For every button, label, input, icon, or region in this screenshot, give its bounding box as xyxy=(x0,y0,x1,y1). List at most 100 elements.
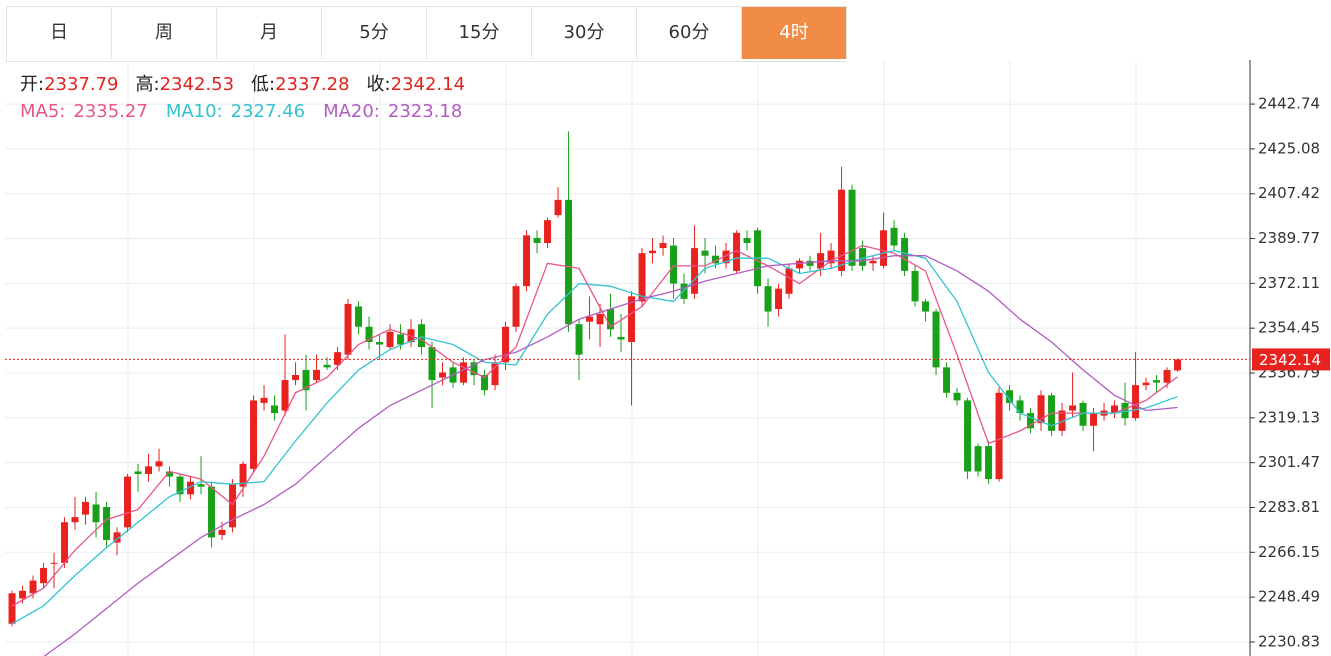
ohlc-row: 开:2337.79 高:2342.53 低:2337.28 收:2342.14 xyxy=(20,71,482,98)
candle-body xyxy=(922,301,930,312)
candle-body xyxy=(575,324,583,355)
candle-body xyxy=(1069,405,1077,411)
candle-body xyxy=(533,237,541,244)
tab[interactable]: 5分 xyxy=(322,7,427,59)
y-tick-label: 2230.83 xyxy=(1258,632,1320,650)
candle-body xyxy=(838,189,846,271)
candle-body xyxy=(397,334,405,345)
ma-value: 2323.18 xyxy=(387,101,463,122)
ma-name: MA20: xyxy=(323,101,380,122)
candle-body xyxy=(712,255,720,264)
candle-body xyxy=(796,260,804,269)
candle-body xyxy=(932,311,940,368)
candle-body xyxy=(743,237,751,244)
y-tick-label: 2372.11 xyxy=(1258,274,1320,292)
ohlc-value: 2337.28 xyxy=(275,74,350,95)
candle-body xyxy=(638,253,646,302)
y-tick-label: 2354.45 xyxy=(1258,319,1320,337)
y-tick-label: 2301.47 xyxy=(1258,453,1320,471)
candle-body xyxy=(313,369,321,381)
candle-body xyxy=(1027,413,1035,429)
candle-body xyxy=(722,250,730,264)
candle-body xyxy=(1163,369,1171,383)
candle-body xyxy=(586,316,594,322)
tab[interactable]: 30分 xyxy=(532,7,637,59)
candle-body xyxy=(323,364,331,368)
candle-body xyxy=(376,342,384,345)
ma-line xyxy=(11,244,1178,607)
candle-body xyxy=(1142,382,1150,386)
candle-body xyxy=(1006,390,1014,403)
candle-body xyxy=(334,352,342,365)
candle-body xyxy=(953,392,961,401)
candle-body xyxy=(197,484,205,487)
candle-body xyxy=(1121,402,1129,419)
tab[interactable]: 月 xyxy=(217,7,322,59)
candle-body xyxy=(302,369,310,391)
candle-body xyxy=(439,372,447,378)
candle-body xyxy=(271,405,279,414)
candle-body xyxy=(880,230,888,266)
candle-body xyxy=(785,268,793,294)
ma-line xyxy=(43,255,1178,656)
candle-body xyxy=(187,481,195,495)
ohlc-value: 2337.79 xyxy=(44,74,119,95)
candle-body xyxy=(428,347,436,381)
candle-body xyxy=(701,250,709,256)
tab[interactable]: 15分 xyxy=(427,7,532,59)
candle-body xyxy=(71,517,79,523)
candle-body xyxy=(733,232,741,271)
candle-body xyxy=(29,580,37,594)
candle-body xyxy=(565,199,573,325)
candle-body xyxy=(617,336,625,340)
candle-body xyxy=(292,375,300,381)
plot-area xyxy=(8,131,1182,656)
candle-body xyxy=(365,326,373,343)
candle-body xyxy=(502,326,510,363)
candle-body xyxy=(1016,400,1024,414)
candle-body xyxy=(628,296,636,343)
candle-body xyxy=(859,248,867,266)
y-tick-label: 2389.77 xyxy=(1258,229,1320,247)
tab[interactable]: 日 xyxy=(7,7,112,59)
y-tick-label: 2266.15 xyxy=(1258,543,1320,561)
tab-bar: 日周月 5分 15分 30分 60分 4时 xyxy=(6,6,847,62)
candle-body xyxy=(523,235,531,287)
candle-body xyxy=(124,476,132,528)
candle-body xyxy=(155,461,163,467)
candle-body xyxy=(50,562,58,564)
y-tick-label: 2283.81 xyxy=(1258,498,1320,516)
tab[interactable]: 4时 xyxy=(742,7,847,59)
candle-body xyxy=(8,593,16,624)
candle-body xyxy=(134,471,142,475)
candle-body xyxy=(386,331,394,348)
ohlc-label: 收: xyxy=(366,74,391,95)
last-price-box xyxy=(1252,348,1330,371)
candle-body xyxy=(848,189,856,266)
candle-body xyxy=(670,245,678,284)
candle-body xyxy=(113,532,121,543)
legend: 开:2337.79 高:2342.53 低:2337.28 收:2342.14 MA5:… xyxy=(20,71,482,125)
tab[interactable]: 60分 xyxy=(637,7,742,59)
candle-body xyxy=(481,375,489,391)
candle-body xyxy=(817,253,825,269)
candle-body xyxy=(554,199,562,216)
candle-body xyxy=(806,260,814,266)
tab[interactable]: 周 xyxy=(112,7,217,59)
candle-body xyxy=(764,286,772,312)
candle-body xyxy=(61,522,69,563)
candle-body xyxy=(869,260,877,264)
candle-body xyxy=(607,309,615,330)
candle-body xyxy=(974,446,982,472)
candle-body xyxy=(355,306,363,327)
ma-name: MA5: xyxy=(20,101,66,122)
y-tick-label: 2407.42 xyxy=(1258,184,1320,202)
candle-body xyxy=(827,250,835,264)
candle-body xyxy=(1132,385,1140,419)
candle-body xyxy=(460,362,468,383)
candle-body xyxy=(218,529,226,535)
candle-body xyxy=(1079,402,1087,426)
candle-body xyxy=(995,392,1003,480)
